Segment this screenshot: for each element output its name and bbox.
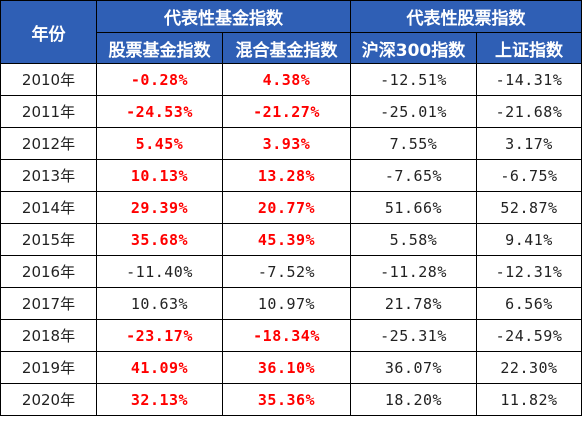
year-cell: 2013年 bbox=[0, 159, 97, 192]
mixed-fund-cell: 35.36% bbox=[222, 383, 351, 416]
year-cell: 2010年 bbox=[0, 63, 97, 96]
hs300-cell: 18.20% bbox=[350, 383, 477, 416]
stock-fund-cell: -23.17% bbox=[96, 319, 223, 352]
mixed-fund-cell: 45.39% bbox=[222, 223, 351, 256]
table-header: 年份 代表性基金指数 代表性股票指数 股票基金指数 混合基金指数 沪深300指数… bbox=[0, 0, 582, 64]
returns-table: 年份 代表性基金指数 代表性股票指数 股票基金指数 混合基金指数 沪深300指数… bbox=[0, 0, 582, 416]
mixed-fund-cell: 20.77% bbox=[222, 191, 351, 224]
year-cell: 2015年 bbox=[0, 223, 97, 256]
year-cell: 2016年 bbox=[0, 255, 97, 288]
stock-fund-cell: -0.28% bbox=[96, 63, 223, 96]
table-row: 2016年 -11.40% -7.52% -11.28% -12.31% bbox=[0, 255, 582, 288]
shanghai-cell: 6.56% bbox=[476, 287, 582, 320]
stock-fund-cell: 32.13% bbox=[96, 383, 223, 416]
table-row: 2014年 29.39% 20.77% 51.66% 52.87% bbox=[0, 191, 582, 224]
table-body: 2010年 -0.28% 4.38% -12.51% -14.31% 2011年 -24.5… bbox=[0, 63, 582, 416]
shanghai-cell: -14.31% bbox=[476, 63, 582, 96]
hs300-cell: 21.78% bbox=[350, 287, 477, 320]
mixed-fund-cell: 3.93% bbox=[222, 127, 351, 160]
year-cell: 2011年 bbox=[0, 95, 97, 128]
year-column-header: 年份 bbox=[0, 0, 97, 64]
hs300-cell: -12.51% bbox=[350, 63, 477, 96]
year-cell: 2019年 bbox=[0, 351, 97, 384]
table-row: 2013年 10.13% 13.28% -7.65% -6.75% bbox=[0, 159, 582, 192]
hs300-cell: -25.01% bbox=[350, 95, 477, 128]
shanghai-index-header: 上证指数 bbox=[476, 32, 582, 64]
mixed-fund-cell: 10.97% bbox=[222, 287, 351, 320]
table-row: 2020年 32.13% 35.36% 18.20% 11.82% bbox=[0, 383, 582, 416]
table-row: 2015年 35.68% 45.39% 5.58% 9.41% bbox=[0, 223, 582, 256]
shanghai-cell: 52.87% bbox=[476, 191, 582, 224]
hs300-index-header: 沪深300指数 bbox=[350, 32, 477, 64]
hs300-cell: 36.07% bbox=[350, 351, 477, 384]
hs300-cell: -11.28% bbox=[350, 255, 477, 288]
table-row: 2012年 5.45% 3.93% 7.55% 3.17% bbox=[0, 127, 582, 160]
shanghai-cell: 22.30% bbox=[476, 351, 582, 384]
stock-fund-cell: 29.39% bbox=[96, 191, 223, 224]
year-cell: 2012年 bbox=[0, 127, 97, 160]
shanghai-cell: 3.17% bbox=[476, 127, 582, 160]
table-row: 2010年 -0.28% 4.38% -12.51% -14.31% bbox=[0, 63, 582, 96]
stock-fund-cell: 5.45% bbox=[96, 127, 223, 160]
fund-index-group-header: 代表性基金指数 bbox=[96, 0, 351, 33]
stock-index-group-header: 代表性股票指数 bbox=[350, 0, 582, 33]
mixed-fund-cell: -7.52% bbox=[222, 255, 351, 288]
mixed-fund-cell: 13.28% bbox=[222, 159, 351, 192]
year-cell: 2014年 bbox=[0, 191, 97, 224]
stock-fund-cell: -11.40% bbox=[96, 255, 223, 288]
shanghai-cell: 11.82% bbox=[476, 383, 582, 416]
table-row: 2011年 -24.53% -21.27% -25.01% -21.68% bbox=[0, 95, 582, 128]
shanghai-cell: -12.31% bbox=[476, 255, 582, 288]
mixed-fund-cell: 36.10% bbox=[222, 351, 351, 384]
hs300-cell: -25.31% bbox=[350, 319, 477, 352]
mixed-fund-index-header: 混合基金指数 bbox=[222, 32, 351, 64]
year-cell: 2018年 bbox=[0, 319, 97, 352]
mixed-fund-cell: 4.38% bbox=[222, 63, 351, 96]
shanghai-cell: 9.41% bbox=[476, 223, 582, 256]
table-row: 2017年 10.63% 10.97% 21.78% 6.56% bbox=[0, 287, 582, 320]
stock-fund-cell: 35.68% bbox=[96, 223, 223, 256]
stock-fund-cell: 41.09% bbox=[96, 351, 223, 384]
hs300-cell: 51.66% bbox=[350, 191, 477, 224]
table-row: 2018年 -23.17% -18.34% -25.31% -24.59% bbox=[0, 319, 582, 352]
hs300-cell: -7.65% bbox=[350, 159, 477, 192]
shanghai-cell: -21.68% bbox=[476, 95, 582, 128]
shanghai-cell: -6.75% bbox=[476, 159, 582, 192]
stock-fund-cell: 10.13% bbox=[96, 159, 223, 192]
year-cell: 2017年 bbox=[0, 287, 97, 320]
mixed-fund-cell: -18.34% bbox=[222, 319, 351, 352]
shanghai-cell: -24.59% bbox=[476, 319, 582, 352]
mixed-fund-cell: -21.27% bbox=[222, 95, 351, 128]
year-cell: 2020年 bbox=[0, 383, 97, 416]
hs300-cell: 7.55% bbox=[350, 127, 477, 160]
stock-fund-index-header: 股票基金指数 bbox=[96, 32, 223, 64]
stock-fund-cell: 10.63% bbox=[96, 287, 223, 320]
table-row: 2019年 41.09% 36.10% 36.07% 22.30% bbox=[0, 351, 582, 384]
stock-fund-cell: -24.53% bbox=[96, 95, 223, 128]
hs300-cell: 5.58% bbox=[350, 223, 477, 256]
